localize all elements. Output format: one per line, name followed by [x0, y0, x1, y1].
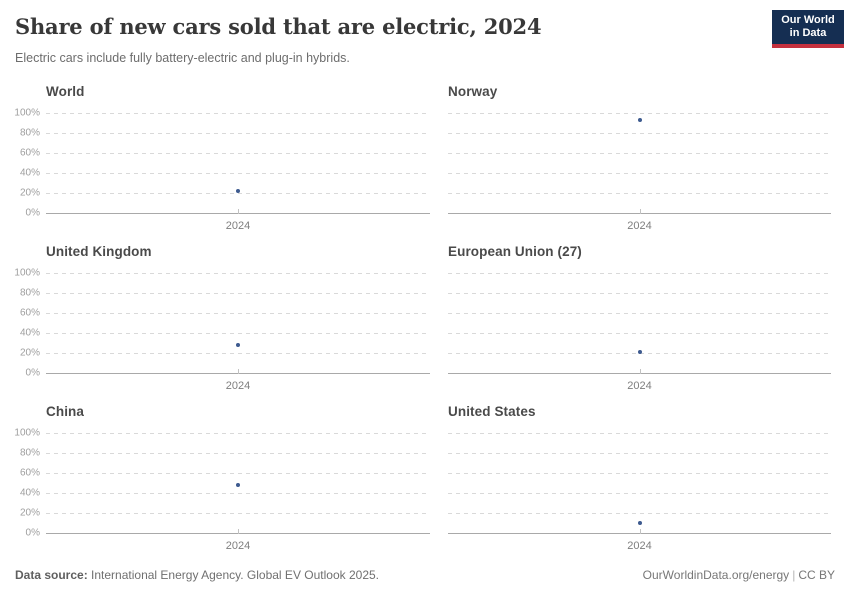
gridline: [46, 493, 430, 494]
owid-logo: Our World in Data: [772, 10, 844, 48]
gridline: [46, 353, 430, 354]
x-axis-tick-label: 2024: [225, 380, 251, 392]
gridline: [46, 113, 430, 114]
attribution: OurWorldinData.org/energy | CC BY: [643, 568, 835, 582]
y-axis-tick-label: 80%: [19, 127, 40, 139]
x-axis-tick-label: 2024: [627, 380, 652, 392]
facet-title: United Kingdom: [46, 244, 152, 259]
gridline: [46, 513, 430, 514]
x-axis-tick-label: 2024: [627, 540, 652, 552]
y-axis-tick-label: 20%: [19, 507, 40, 519]
gridline: [46, 153, 430, 154]
data-point-world[interactable]: [236, 189, 240, 193]
data-point-norway[interactable]: [637, 118, 642, 122]
x-axis-tick-mark: [238, 529, 239, 534]
gridline: [448, 453, 831, 454]
y-axis-tick-label: 20%: [19, 187, 40, 199]
y-axis-tick-label: 0%: [25, 367, 40, 379]
gridline: [448, 153, 831, 154]
x-axis-tick-label: 2024: [225, 220, 251, 232]
owid-logo-line2: in Data: [789, 27, 827, 39]
facet-title: United States: [448, 404, 536, 419]
facet-panel-united-kingdom: United Kingdom 100% 80% 60% 40% 20% 0% 2024: [14, 244, 430, 404]
y-axis-tick-label: 40%: [19, 167, 40, 179]
facet-title: China: [46, 404, 85, 419]
x-axis-tick-mark: [238, 369, 239, 374]
gridline: [448, 513, 831, 514]
gridline: [46, 453, 430, 454]
attribution-separator: |: [792, 568, 796, 582]
gridline: [46, 273, 430, 274]
y-axis-tick-label: 40%: [19, 487, 40, 499]
y-axis-tick-label: 100%: [14, 107, 40, 119]
data-point-european-union-27[interactable]: [637, 350, 642, 354]
y-axis-tick-label: 0%: [25, 527, 40, 539]
x-axis-tick-label: 2024: [627, 220, 652, 232]
gridline: [448, 473, 831, 474]
facet-panel-world: World 100% 80% 60% 40% 20% 0% 2024: [14, 84, 430, 244]
facet-title: European Union (27): [448, 244, 582, 259]
y-axis-tick-label: 60%: [19, 467, 40, 479]
gridline: [448, 493, 831, 494]
y-axis-tick-label: 60%: [19, 147, 40, 159]
chart-subtitle: Electric cars include fully battery-elec…: [15, 51, 350, 65]
facet-plot-area: 2024: [448, 113, 831, 232]
gridline: [448, 333, 831, 334]
page-title: Share of new cars sold that are electric…: [15, 14, 542, 39]
data-point-united-states[interactable]: [637, 521, 642, 525]
y-axis-tick-label: 100%: [14, 427, 40, 439]
data-source-label: Data source:: [15, 568, 88, 582]
gridline: [46, 133, 430, 134]
gridline: [448, 113, 831, 114]
gridline: [448, 313, 831, 314]
attribution-license: CC BY: [798, 568, 835, 582]
data-point-china[interactable]: [236, 483, 240, 487]
facet-panel-china: China 100% 80% 60% 40% 20% 0% 2024: [14, 404, 430, 564]
facet-panel-european-union-27: European Union (27) 2024: [448, 244, 831, 404]
gridline: [448, 133, 831, 134]
x-axis-tick-label: 2024: [225, 540, 251, 552]
y-axis-tick-label: 60%: [19, 307, 40, 319]
facet-plot-area: 100% 80% 60% 40% 20% 0% 2024: [14, 268, 430, 392]
gridline: [448, 273, 831, 274]
data-point-united-kingdom[interactable]: [236, 343, 240, 347]
attribution-url: OurWorldinData.org/energy: [642, 568, 790, 582]
y-axis-tick-label: 40%: [19, 327, 40, 339]
facet-title: Norway: [448, 84, 498, 99]
x-axis-tick-mark: [639, 369, 641, 374]
y-axis-tick-label: 100%: [14, 267, 40, 279]
gridline: [448, 433, 831, 434]
facet-plot-area: 100% 80% 60% 40% 20% 0% 2024: [14, 428, 430, 552]
x-axis-tick-mark: [238, 209, 239, 214]
gridline: [448, 293, 831, 294]
gridline: [448, 193, 831, 194]
y-axis-tick-label: 0%: [25, 207, 40, 219]
gridline: [46, 433, 430, 434]
facet-panel-norway: Norway 2024: [448, 84, 831, 244]
data-source-text: International Energy Agency. Global EV O…: [87, 568, 379, 582]
gridline: [46, 193, 430, 194]
gridline: [46, 173, 430, 174]
gridline: [46, 293, 430, 294]
facet-plot-area: 2024: [448, 433, 831, 552]
x-axis-tick-mark: [639, 529, 641, 534]
gridline: [448, 173, 831, 174]
gridline: [46, 313, 430, 314]
y-axis-tick-label: 80%: [19, 287, 40, 299]
facet-title: World: [46, 84, 85, 99]
owid-logo-line1: Our World: [781, 14, 835, 26]
data-source-note: Data source: International Energy Agency…: [15, 568, 379, 582]
y-axis-tick-label: 20%: [19, 347, 40, 359]
facet-plot-area: 100% 80% 60% 40% 20% 0% 2024: [14, 108, 430, 232]
facet-plot-area: 2024: [448, 273, 831, 392]
gridline: [46, 473, 430, 474]
gridline: [46, 333, 430, 334]
y-axis-tick-label: 80%: [19, 447, 40, 459]
x-axis-tick-mark: [639, 209, 641, 214]
facet-panel-united-states: United States 2024: [448, 404, 831, 564]
